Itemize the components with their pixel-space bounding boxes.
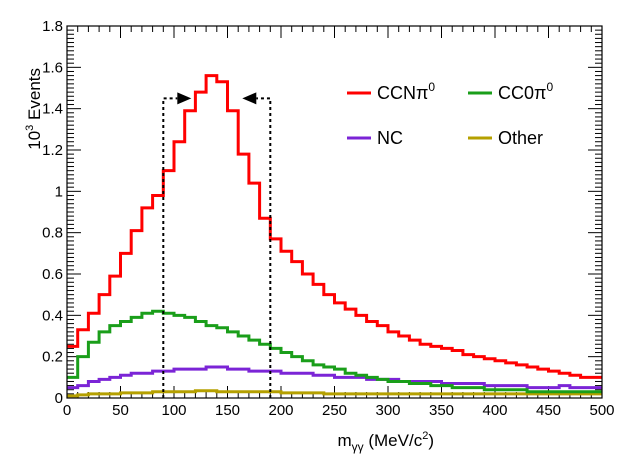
- tick-labels: 0 50 100 150 200 250 300 350 400 450 500 0 0.2 0.4 0.6…: [42, 18, 614, 419]
- x-axis-label-main: m: [337, 431, 351, 450]
- series-line-cc0: [67, 309, 602, 394]
- y-tick-label: 0.4: [42, 307, 63, 324]
- legend-label: Other: [498, 128, 543, 148]
- selection-window: [162, 92, 272, 398]
- plot-frame: [66, 25, 603, 399]
- legend-entry: CC0π0: [468, 80, 553, 103]
- y-tick-label: 0.6: [42, 266, 63, 283]
- series-line-ccn: [67, 74, 602, 379]
- x-tick-label: 450: [536, 402, 561, 419]
- x-tick-label: 100: [161, 402, 186, 419]
- x-tick-label: 500: [589, 402, 614, 419]
- x-axis-label-unit-sup: 2: [422, 430, 428, 442]
- window-low-arrow: [177, 92, 192, 105]
- x-tick-label: 300: [375, 402, 400, 419]
- window-high-arrow: [242, 92, 257, 105]
- legend-entry: CCNπ0: [347, 80, 435, 103]
- legend-entry: Other: [468, 128, 543, 148]
- window-low-edge: [162, 97, 178, 398]
- x-tick-label: 400: [482, 402, 507, 419]
- y-tick-label: 0.8: [42, 225, 63, 242]
- window-high-edge: [256, 97, 272, 398]
- series-line-nc: [67, 365, 602, 390]
- y-axis-label-sup: 3: [24, 125, 36, 131]
- series-line-other: [67, 389, 602, 398]
- x-tick-label: 50: [112, 402, 129, 419]
- y-tick-label: 1.4: [42, 101, 63, 118]
- legend: CCNπ0 CC0π0 NC Other: [347, 80, 553, 148]
- series-layer: [67, 74, 602, 398]
- y-tick-label: 1: [55, 183, 63, 200]
- y-tick-label: 1.2: [42, 142, 63, 159]
- x-axis-label-unit: (MeV/c: [364, 431, 423, 450]
- y-tick-label: 1.6: [42, 59, 63, 76]
- x-axis-label: mγγ (MeV/c2): [337, 430, 434, 454]
- y-tick-label: 1.8: [42, 18, 63, 35]
- y-axis-label: 103 Events: [24, 68, 44, 150]
- x-tick-label: 150: [215, 402, 240, 419]
- legend-label: CCNπ0: [377, 80, 435, 103]
- x-tick-label: 0: [63, 402, 71, 419]
- y-tick-label: 0.2: [42, 349, 63, 366]
- legend-label: NC: [377, 128, 403, 148]
- x-tick-label: 200: [268, 402, 293, 419]
- x-axis-label-sub: γγ: [352, 440, 364, 454]
- y-axis-label-rest: Events: [25, 68, 44, 125]
- y-axis-label-base: 10: [25, 131, 44, 150]
- x-tick-label: 250: [322, 402, 347, 419]
- legend-label: CC0π0: [498, 80, 553, 103]
- y-tick-label: 0: [55, 390, 63, 407]
- legend-entry: NC: [347, 128, 403, 148]
- x-axis-label-unit-close: ): [428, 431, 434, 450]
- x-tick-label: 350: [429, 402, 454, 419]
